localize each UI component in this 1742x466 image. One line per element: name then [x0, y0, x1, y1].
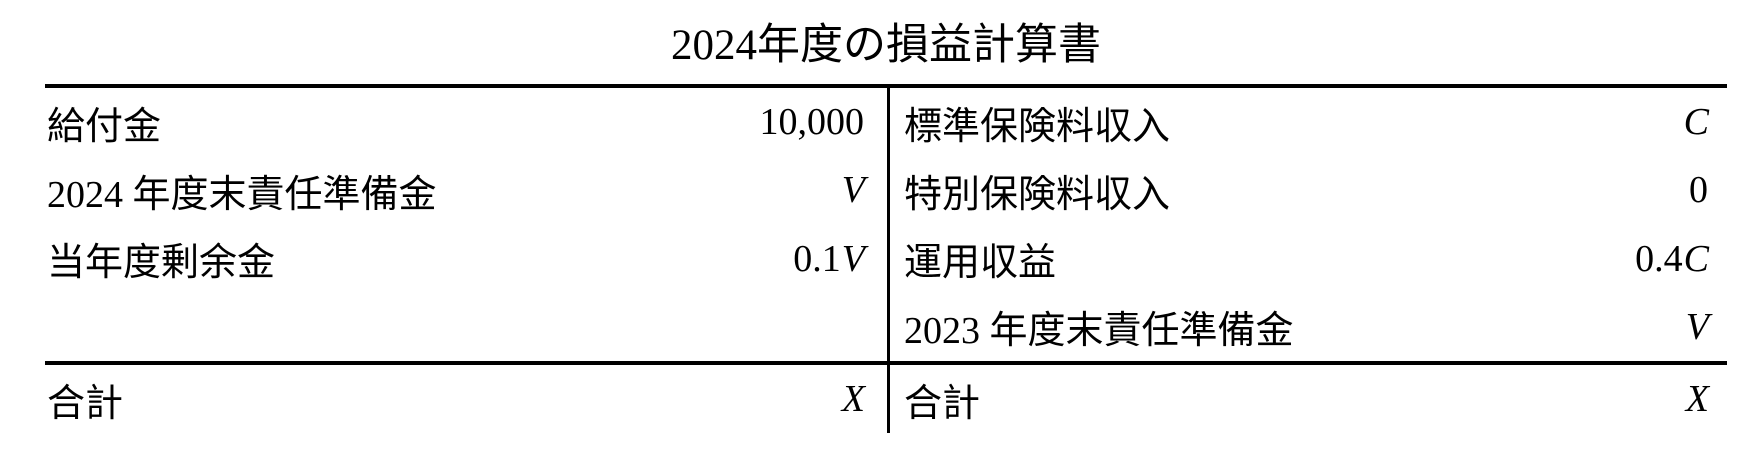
row-label: 運用収益 [904, 242, 1057, 285]
table-row: 2023 年度末責任準備金 V [887, 293, 1727, 361]
page-title: 2024年度の損益計算書 [671, 22, 1101, 69]
profit-loss-table: 給付金 10,000 2024 年度末責任準備金 V 当年度剰余金 0.1V [45, 84, 1727, 433]
table-row: 当年度剰余金 0.1V [45, 225, 887, 293]
row-value: V [841, 169, 865, 212]
row-value: C [1683, 101, 1709, 144]
total-row-right: 合計 X [887, 365, 1727, 433]
row-label: 2023 年度末責任準備金 [904, 310, 1294, 353]
row-value: 10,000 [759, 101, 865, 144]
row-value: 0 [1689, 169, 1708, 212]
row-value: V [1685, 305, 1709, 348]
expenses-column: 給付金 10,000 2024 年度末責任準備金 V 当年度剰余金 0.1V [45, 88, 887, 361]
row-value: 0.1V [793, 237, 865, 280]
table-body: 給付金 10,000 2024 年度末責任準備金 V 当年度剰余金 0.1V [45, 84, 1727, 361]
table-row: 給付金 10,000 [45, 88, 887, 156]
table-totals: 合計 X 合計 X [45, 361, 1727, 433]
total-value: X [841, 378, 865, 420]
row-label: 当年度剰余金 [47, 242, 276, 285]
table-row-empty [45, 293, 887, 361]
row-label: 給付金 [47, 105, 162, 148]
total-value: X [1685, 378, 1709, 420]
row-label: 特別保険料収入 [904, 173, 1171, 216]
table-row: 運用収益 0.4C [887, 225, 1727, 293]
row-label: 標準保険料収入 [904, 105, 1171, 148]
total-label: 合計 [904, 382, 981, 425]
row-label: 2024 年度末責任準備金 [47, 173, 437, 216]
column-divider [887, 84, 890, 433]
total-row-left: 合計 X [45, 365, 887, 433]
income-column: 標準保険料収入 C 特別保険料収入 0 運用収益 0.4C 2023 年度末責任… [887, 88, 1727, 361]
table-row: 標準保険料収入 C [887, 88, 1727, 156]
row-value [864, 305, 865, 349]
table-row: 特別保険料収入 0 [887, 156, 1727, 224]
row-value: 0.4C [1635, 237, 1709, 280]
table-row: 2024 年度末責任準備金 V [45, 156, 887, 224]
total-label: 合計 [47, 382, 124, 425]
